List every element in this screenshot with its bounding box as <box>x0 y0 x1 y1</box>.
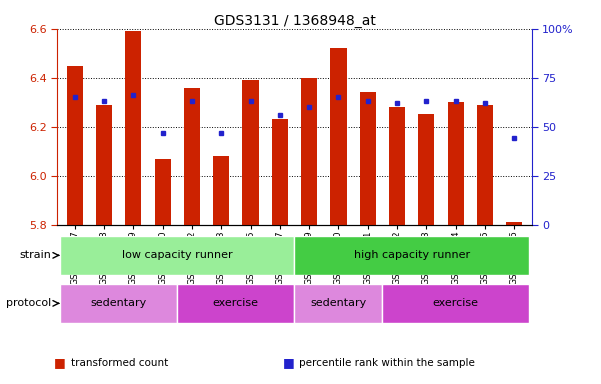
Bar <box>154 159 171 225</box>
Text: transformed count: transformed count <box>71 358 168 368</box>
Bar <box>477 105 493 225</box>
Bar <box>294 236 529 275</box>
Bar <box>67 66 83 225</box>
Text: percentile rank within the sample: percentile rank within the sample <box>299 358 475 368</box>
Text: ■: ■ <box>282 356 294 369</box>
Bar <box>331 48 347 225</box>
Bar <box>382 284 529 323</box>
Bar <box>60 284 177 323</box>
Bar <box>125 31 141 225</box>
Text: high capacity runner: high capacity runner <box>353 250 470 260</box>
Bar <box>60 236 294 275</box>
Bar <box>177 284 294 323</box>
Text: exercise: exercise <box>213 298 259 308</box>
Bar <box>389 107 405 225</box>
Text: exercise: exercise <box>433 298 478 308</box>
Bar <box>301 78 317 225</box>
Bar <box>272 119 288 225</box>
Bar <box>418 114 435 225</box>
Title: GDS3131 / 1368948_at: GDS3131 / 1368948_at <box>213 14 376 28</box>
Text: strain: strain <box>19 250 51 260</box>
Bar <box>360 93 376 225</box>
Text: protocol: protocol <box>6 298 51 308</box>
Bar <box>294 284 382 323</box>
Bar <box>213 156 229 225</box>
Bar <box>448 102 464 225</box>
Text: low capacity runner: low capacity runner <box>122 250 233 260</box>
Bar <box>96 105 112 225</box>
Text: sedentary: sedentary <box>310 298 367 308</box>
Bar <box>242 80 258 225</box>
Text: sedentary: sedentary <box>91 298 147 308</box>
Text: ■: ■ <box>54 356 66 369</box>
Bar <box>184 88 200 225</box>
Bar <box>506 222 522 225</box>
